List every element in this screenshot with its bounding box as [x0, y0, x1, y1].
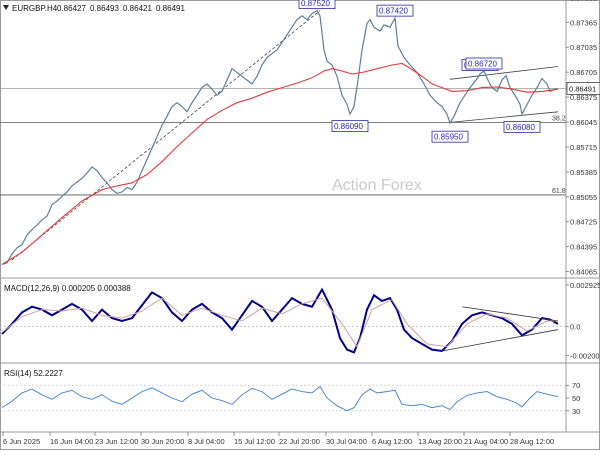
fib-level-label: 38.2 — [552, 115, 566, 122]
ohlc-open-value: 0.86427 — [57, 4, 86, 13]
rsi-line — [1, 385, 559, 412]
price-annotation-label: 0.86080 — [506, 123, 535, 132]
dropdown-arrow-icon[interactable] — [3, 5, 9, 10]
moving-average-line — [1, 62, 559, 265]
y-tick-label: 0.84065 — [570, 268, 597, 277]
x-tick-label: 30 Jun 20:00 — [141, 437, 184, 446]
x-tick-label: 6 Jun 2025 — [3, 437, 40, 446]
y-tick-label: 0.86705 — [570, 68, 597, 77]
ohlc-high-value: 0.86493 — [90, 4, 119, 13]
x-tick-label: 21 Aug 04:00 — [464, 437, 508, 446]
x-tick-label: 15 Jul 12:00 — [234, 437, 275, 446]
x-tick-label: 22 Jul 20:00 — [279, 437, 320, 446]
price-annotation-box — [431, 130, 469, 143]
price-annotation-label: 0.86090 — [334, 122, 363, 131]
current-price-label: 0.86491 — [569, 84, 596, 93]
fib-level-label: 61.8 — [552, 188, 566, 195]
price-annotation-label: 0.85950 — [434, 133, 463, 142]
rsi-y-tick-label: 30 — [572, 407, 580, 416]
macd-y-tick-label: 0.0 — [570, 323, 580, 332]
x-tick-label: 8 Jul 04:00 — [188, 437, 225, 446]
price-annotation-box — [376, 4, 414, 17]
current-price-box — [566, 81, 600, 95]
y-tick-label: 0.85715 — [570, 143, 597, 152]
watermark-text: Action Forex — [332, 177, 422, 194]
price-annotation-label: 0.87420 — [379, 7, 408, 16]
y-tick-label: 0.87035 — [570, 43, 597, 52]
dashed-trendline — [11, 10, 321, 261]
y-tick-label: 0.85385 — [570, 168, 597, 177]
y-tick-label: 0.87365 — [570, 18, 597, 27]
channel-line — [449, 66, 559, 80]
price-line — [1, 9, 559, 265]
macd-y-tick-label: -0.002002 — [570, 351, 600, 360]
price-annotation-label: 0.86720 — [468, 60, 497, 69]
macd-y-tick-label: 0.002925 — [570, 281, 600, 290]
ohlc-close-value: 0.86491 — [156, 4, 185, 13]
price-annotation-box — [465, 57, 503, 70]
y-tick-label: 0.86375 — [570, 93, 597, 102]
rsi-title: RSI(14) 52.2227 — [4, 369, 63, 378]
y-tick-label: 0.87695 — [570, 0, 597, 2]
rsi-y-tick-label: 50 — [572, 394, 580, 403]
x-tick-label: 23 Jun 12:00 — [95, 437, 138, 446]
y-tick-label: 0.84395 — [570, 243, 597, 252]
macd-line — [1, 287, 559, 354]
x-tick-label: 16 Jun 04:00 — [50, 437, 93, 446]
macd-trendline — [441, 329, 559, 352]
rsi-y-tick-label: 70 — [572, 381, 580, 390]
y-tick-label: 0.84725 — [570, 218, 597, 227]
y-tick-label: 0.85055 — [570, 193, 597, 202]
x-tick-label: 6 Aug 12:00 — [372, 437, 412, 446]
macd-title: MACD(12,26,9) 0.000205 0.000388 — [4, 284, 131, 293]
x-tick-label: 28 Aug 12:00 — [510, 437, 554, 446]
price-annotation-box — [298, 0, 336, 9]
chart-symbol-title: EURGBP.H4 — [12, 4, 58, 13]
macd-signal-line — [1, 297, 558, 348]
price-annotation-box — [503, 120, 541, 133]
channel-line — [449, 111, 559, 123]
x-tick-label: 30 Jul 04:00 — [326, 437, 367, 446]
x-tick-label: 13 Aug 20:00 — [418, 437, 462, 446]
price-annotation-box — [331, 120, 369, 133]
ohlc-low-value: 0.86421 — [123, 4, 152, 13]
price-annotation-label: 0.87520 — [301, 0, 330, 8]
macd-trendline — [461, 306, 559, 322]
y-tick-label: 0.86045 — [570, 118, 597, 127]
